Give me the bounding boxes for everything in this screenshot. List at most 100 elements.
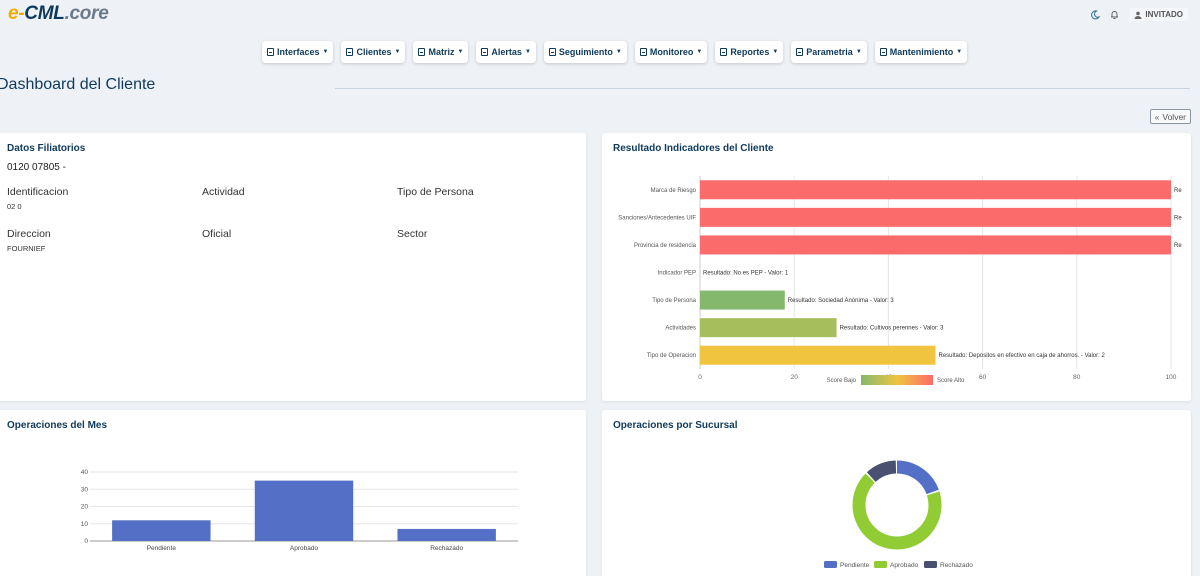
bell-icon[interactable]	[1110, 10, 1119, 20]
bar	[700, 180, 1171, 200]
document-icon	[418, 48, 426, 56]
nav-label: Mantenimiento	[889, 47, 954, 57]
legend-label: Rechazado	[940, 562, 973, 569]
x-tick-label: 20	[791, 374, 799, 381]
nav-label: Seguimiento	[558, 47, 613, 57]
bar	[700, 207, 1171, 227]
legend-high-label: Score Alto	[937, 378, 965, 384]
card-title: Operaciones por Sucursal	[613, 420, 738, 431]
x-tick-label: 60	[979, 374, 987, 381]
operaciones-sucursal-card: Operaciones por Sucursal Pendiente Aproba…	[602, 410, 1191, 576]
card-title: Datos Filiatorios	[7, 143, 86, 154]
nav-label: Interfaces	[277, 47, 320, 57]
card-title: Operaciones del Mes	[7, 420, 108, 431]
x-tick-label: 100	[1166, 374, 1177, 381]
document-icon	[796, 48, 804, 56]
score-legend-gradient	[861, 375, 933, 385]
category-label: Sanciones/Antecedentes UIF	[618, 215, 696, 221]
bar-label: Re	[1174, 243, 1182, 249]
document-icon	[481, 48, 489, 56]
nav-parametria[interactable]: Parametria ▼	[791, 41, 867, 63]
bar	[700, 290, 785, 310]
nav-mantenimiento[interactable]: Mantenimiento ▼	[874, 41, 968, 63]
user-menu[interactable]: INVITADO	[1129, 8, 1188, 21]
category-label: Rechazado	[430, 545, 463, 552]
operaciones-mes-card: Operaciones del Mes 0 10 20 30 40 Pendiente Ap…	[0, 410, 586, 576]
nav-label: Monitoreo	[649, 47, 694, 57]
caret-down-icon: ▼	[696, 49, 703, 55]
document-icon	[267, 48, 274, 56]
caret-down-icon: ▼	[394, 49, 401, 55]
x-tick-label: 0	[698, 374, 702, 381]
category-label: Aprobado	[290, 545, 319, 552]
main-nav: Interfaces ▼ Clientes ▼ Matriz ▼ Alertas ▼ S…	[262, 41, 968, 63]
y-tick-label: 0	[84, 538, 88, 545]
bar	[700, 235, 1171, 255]
y-tick-label: 10	[81, 521, 89, 528]
category-label: Tipo de Operacion	[647, 353, 696, 359]
nav-monitoreo[interactable]: Monitoreo ▼	[634, 41, 708, 63]
identificacion-label: Identificacion	[7, 186, 69, 198]
legend-label: Aprobado	[890, 562, 919, 569]
direccion-value: FOURNIEF	[7, 244, 46, 253]
nav-alertas[interactable]: Alertas ▼	[476, 41, 536, 63]
nav-label: Clientes	[356, 47, 392, 57]
actividad-label: Actividad	[202, 186, 245, 198]
client-id: 0120 07805 -	[7, 162, 66, 173]
caret-down-icon: ▼	[457, 49, 464, 55]
logo-core: .core	[64, 3, 109, 24]
category-label: Actividades	[665, 326, 696, 332]
page-title: Dashboard del Cliente	[0, 76, 156, 93]
double-chevron-left-icon: «	[1154, 111, 1160, 122]
datos-filiatorios-card: Datos Filiatorios 0120 07805 - Identific…	[0, 133, 586, 401]
bar-label: Re	[1174, 215, 1182, 221]
bar	[254, 480, 354, 541]
document-icon	[639, 48, 647, 56]
bar-label: Re	[1174, 188, 1182, 194]
identificacion-value: 02 0	[7, 202, 22, 211]
document-icon	[720, 48, 728, 56]
donut-slice	[852, 460, 942, 550]
bar-label: Resultado: Sociedad Anónima - Valor: 3	[788, 298, 895, 304]
bar	[112, 520, 211, 541]
top-right-toolbar: INVITADO	[1090, 8, 1188, 21]
operaciones-mes-chart: 0 10 20 30 40 Pendiente Aprobado Rechazado	[81, 469, 518, 552]
document-icon	[548, 48, 556, 56]
caret-down-icon: ▼	[855, 49, 862, 55]
operaciones-sucursal-chart: Pendiente Aprobado Rechazado	[824, 460, 973, 569]
y-tick-label: 40	[81, 469, 89, 476]
nav-reportes[interactable]: Reportes ▼	[715, 41, 784, 63]
legend-label: Pendiente	[840, 562, 870, 569]
bar	[700, 345, 936, 365]
nav-seguimiento[interactable]: Seguimiento ▼	[543, 41, 627, 63]
donut-slice	[852, 460, 942, 550]
back-button[interactable]: « Volver	[1149, 109, 1191, 124]
caret-down-icon: ▼	[524, 49, 531, 55]
moon-icon[interactable]	[1090, 9, 1101, 20]
legend-swatch	[924, 561, 937, 568]
bar-label: Resultado: Cultivos perennes - Valor: 3	[840, 326, 945, 332]
legend-swatch	[824, 561, 837, 568]
legend-swatch	[874, 561, 887, 568]
caret-down-icon: ▼	[772, 49, 779, 55]
user-label: INVITADO	[1145, 10, 1183, 19]
x-tick-label: 80	[1073, 374, 1081, 381]
caret-down-icon: ▼	[322, 49, 329, 55]
nav-label: Parametria	[806, 47, 853, 57]
category-label: Marca de Riesgo	[651, 188, 697, 194]
nav-matriz[interactable]: Matriz ▼	[413, 41, 469, 63]
app-logo[interactable]: e-CML.core	[8, 3, 109, 25]
oficial-label: Oficial	[202, 228, 232, 240]
legend-low-label: Score Bajo	[827, 378, 857, 384]
indicadores-chart: 020406080100Marca de RiesgoReSanciones/A…	[618, 176, 1182, 385]
back-label: Volver	[1162, 111, 1186, 122]
bar	[397, 528, 496, 541]
caret-down-icon: ▼	[956, 49, 963, 55]
caret-down-icon: ▼	[615, 49, 622, 55]
document-icon	[879, 48, 887, 56]
nav-interfaces[interactable]: Interfaces ▼	[262, 41, 334, 63]
document-icon	[346, 48, 354, 56]
bar	[700, 318, 837, 338]
nav-clientes[interactable]: Clientes ▼	[341, 41, 406, 63]
category-label: Provincia de residencia	[634, 243, 697, 249]
